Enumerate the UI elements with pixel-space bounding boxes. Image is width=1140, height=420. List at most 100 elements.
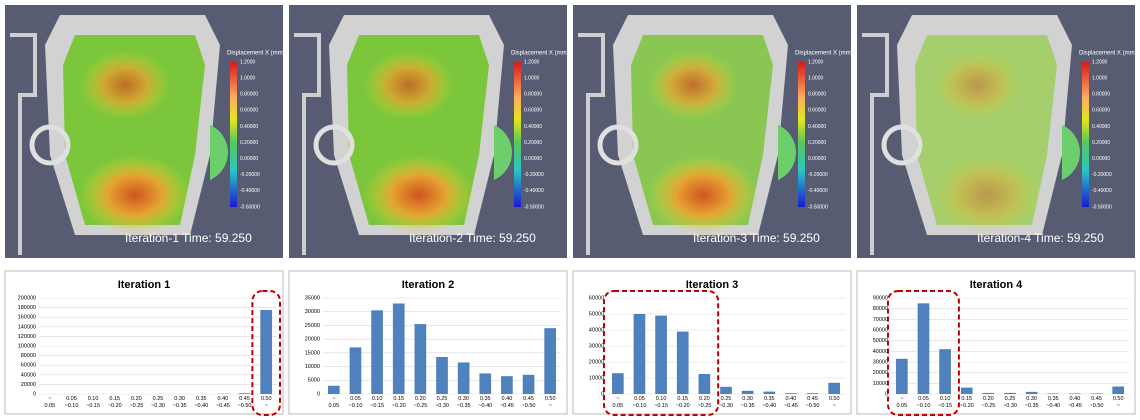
- y-tick-label: 0: [33, 391, 36, 397]
- bar: [698, 374, 711, 394]
- x-tick-label: 0.20 ~0.25: [981, 396, 995, 409]
- side-bracket: [1062, 125, 1081, 180]
- colorbar-label: 1.2000: [1092, 59, 1108, 65]
- hot-zone: [364, 155, 474, 235]
- y-tick-label: 5000: [308, 378, 320, 384]
- gear: [313, 124, 355, 166]
- bar: [895, 358, 908, 394]
- hot-zone: [932, 155, 1042, 235]
- x-tick-label: 0.15 ~0.20: [108, 396, 122, 409]
- colorbar-label: 0.60000: [524, 108, 542, 114]
- colorbar-label: 0.20000: [808, 140, 826, 146]
- bar: [479, 373, 492, 394]
- colorbar-label: -0.50000: [524, 204, 544, 210]
- colorbar-label: 1.2000: [808, 59, 824, 65]
- colorbar-label: 0.40000: [524, 124, 542, 130]
- x-tick-label: 0.25 ~0.30: [719, 396, 733, 409]
- colorbar-label: 1.2000: [524, 59, 540, 65]
- bar: [392, 303, 405, 394]
- bar: [982, 392, 995, 394]
- colorbar-label: 1.0000: [524, 75, 540, 81]
- simulation-panel: Displacement X (mm) 1.2000 1.0000 0.80000 0.…: [289, 5, 569, 258]
- colorbar-label: 0.00000: [240, 156, 258, 162]
- colorbar-label: 1.0000: [1092, 75, 1108, 81]
- colorbar-label: -0.40000: [808, 188, 828, 194]
- bar: [960, 387, 973, 394]
- colorbar-label: -0.50000: [808, 204, 828, 210]
- left-pipe: [10, 33, 37, 255]
- chart-title: Iteration 3: [686, 279, 739, 291]
- colorbar: [230, 62, 237, 207]
- y-tick-label: 25000: [305, 323, 320, 329]
- colorbar: [514, 62, 521, 207]
- chart-title: Iteration 2: [402, 279, 455, 291]
- hot-zone: [80, 155, 190, 235]
- x-tick-label: 0.15 ~0.20: [392, 396, 406, 409]
- x-tick-label: 0.10 ~0.15: [86, 396, 100, 409]
- hot-zone: [648, 50, 738, 120]
- y-tick-label: 160000: [18, 315, 36, 321]
- x-tick-label: 0.35 ~0.40: [762, 396, 776, 409]
- bar: [1112, 386, 1125, 394]
- chart: Iteration 1 0 20000 40000 60000 80000 100000 12…: [4, 270, 284, 416]
- left-pipe: [578, 33, 605, 255]
- x-tick-label: 0.15 ~0.20: [676, 396, 690, 409]
- colorbar-label: 0.20000: [1092, 140, 1110, 146]
- panel-caption: Iteration-4 Time: 59.250: [977, 231, 1104, 245]
- x-tick-label: 0.25 ~0.30: [151, 396, 165, 409]
- y-tick-label: 60000: [21, 363, 36, 369]
- colorbar-label: -0.20000: [808, 172, 828, 178]
- x-tick-label: 0.05 ~0.10: [348, 396, 362, 409]
- x-tick-label: 0.50 ~: [261, 396, 272, 409]
- highlight-box: [251, 290, 281, 416]
- x-tick-label: 0.45 ~0.50: [806, 396, 820, 409]
- gear: [29, 124, 71, 166]
- bar: [522, 374, 535, 394]
- x-tick-label: 0.10 ~0.15: [938, 396, 952, 409]
- hot-zone: [932, 50, 1022, 120]
- x-tick-label: 0.45 ~0.50: [522, 396, 536, 409]
- x-tick-label: 0.30 ~0.35: [1025, 396, 1039, 409]
- y-tick-label: 180000: [18, 305, 36, 311]
- colorbar-label: 0.60000: [808, 108, 826, 114]
- colorbar-label: -0.20000: [240, 172, 260, 178]
- y-tick-label: 20000: [21, 382, 36, 388]
- y-tick-label: 200000: [18, 295, 36, 301]
- x-tick-label: 0.25 ~0.30: [435, 396, 449, 409]
- x-tick-label: 0.50 ~: [829, 396, 840, 409]
- simulation-panel: Displacement X (mm) 1.2000 1.0000 0.80000 0.…: [573, 5, 853, 258]
- colorbar-label: 0.60000: [1092, 108, 1110, 114]
- bar: [1004, 392, 1016, 394]
- left-pipe: [294, 33, 321, 255]
- bar: [917, 303, 930, 394]
- y-tick-label: 60000: [873, 327, 888, 333]
- highlight-box: [887, 290, 960, 416]
- colorbar-label: -0.40000: [1092, 188, 1112, 194]
- y-tick-label: 40000: [21, 372, 36, 378]
- colorbar-label: 0.40000: [240, 124, 258, 130]
- colorbar-label: -0.40000: [240, 188, 260, 194]
- x-tick-label: 0.10 ~0.15: [370, 396, 384, 409]
- hot-zone: [80, 50, 170, 120]
- bar: [720, 386, 732, 394]
- bar: [763, 391, 776, 394]
- side-bracket: [778, 125, 797, 180]
- x-tick-label: ~0.05: [896, 396, 907, 409]
- y-tick-label: 0: [885, 391, 888, 397]
- x-tick-label: 0.35 ~0.40: [194, 396, 208, 409]
- x-tick-label: 0.50 ~: [1113, 396, 1124, 409]
- colorbar-label: 0.00000: [524, 156, 542, 162]
- x-tick-label: 0.50 ~: [545, 396, 556, 409]
- y-tick-label: 10000: [305, 364, 320, 370]
- bar: [785, 393, 797, 394]
- colorbar-label: 0.00000: [808, 156, 826, 162]
- colorbar-label: 0.60000: [240, 108, 258, 114]
- y-tick-label: 90000: [873, 295, 888, 301]
- y-tick-label: 80000: [873, 306, 888, 312]
- x-tick-label: 0.40 ~0.45: [1068, 396, 1082, 409]
- y-tick-label: 20000: [305, 337, 320, 343]
- panel-caption: Iteration-3 Time: 59.250: [693, 231, 820, 245]
- chart: Iteration 2 0 5000 10000 15000 20000 25000 3000…: [288, 270, 568, 415]
- x-tick-label: 0.40 ~0.45: [216, 396, 230, 409]
- colorbar-label: 0.80000: [1092, 92, 1110, 98]
